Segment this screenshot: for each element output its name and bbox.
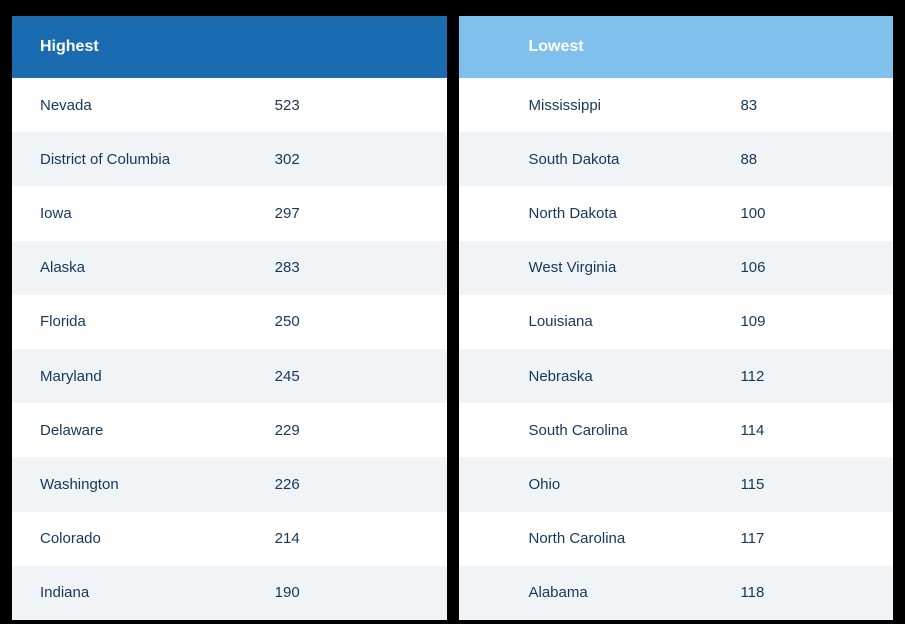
highest-rows: Nevada523District of Columbia302Iowa297A… bbox=[12, 78, 447, 620]
row-value: 118 bbox=[740, 584, 869, 601]
highest-table: Highest Nevada523District of Columbia302… bbox=[12, 16, 447, 620]
row-name: Colorado bbox=[40, 530, 275, 547]
table-row: Iowa297 bbox=[12, 186, 447, 240]
table-row: Mississippi83 bbox=[459, 78, 894, 132]
table-row: North Dakota100 bbox=[459, 186, 894, 240]
table-row: Nebraska112 bbox=[459, 349, 894, 403]
row-name: South Carolina bbox=[529, 422, 741, 439]
table-row: Colorado214 bbox=[12, 512, 447, 566]
table-row: West Virginia106 bbox=[459, 241, 894, 295]
row-name: Mississippi bbox=[529, 97, 741, 114]
row-value: 250 bbox=[275, 313, 419, 330]
row-value: 106 bbox=[740, 259, 869, 276]
table-row: Indiana190 bbox=[12, 566, 447, 620]
table-row: Delaware229 bbox=[12, 403, 447, 457]
row-name: Maryland bbox=[40, 368, 275, 385]
row-value: 83 bbox=[740, 97, 869, 114]
row-value: 523 bbox=[275, 97, 419, 114]
row-value: 115 bbox=[740, 476, 869, 493]
lowest-header-label: Lowest bbox=[529, 38, 584, 56]
table-row: North Carolina117 bbox=[459, 512, 894, 566]
row-name: Iowa bbox=[40, 205, 275, 222]
tables-container: Highest Nevada523District of Columbia302… bbox=[12, 16, 893, 620]
row-name: Delaware bbox=[40, 422, 275, 439]
row-name: Alabama bbox=[529, 584, 741, 601]
table-row: District of Columbia302 bbox=[12, 132, 447, 186]
row-name: District of Columbia bbox=[40, 151, 275, 168]
table-row: South Dakota88 bbox=[459, 132, 894, 186]
row-value: 297 bbox=[275, 205, 419, 222]
row-value: 109 bbox=[740, 313, 869, 330]
row-value: 114 bbox=[740, 422, 869, 439]
row-value: 190 bbox=[275, 584, 419, 601]
row-name: South Dakota bbox=[529, 151, 741, 168]
lowest-rows: Mississippi83South Dakota88North Dakota1… bbox=[459, 78, 894, 620]
row-value: 88 bbox=[740, 151, 869, 168]
row-name: Alaska bbox=[40, 259, 275, 276]
row-name: West Virginia bbox=[529, 259, 741, 276]
row-name: Indiana bbox=[40, 584, 275, 601]
lowest-table: Lowest Mississippi83South Dakota88North … bbox=[459, 16, 894, 620]
table-row: Florida250 bbox=[12, 295, 447, 349]
table-row: South Carolina114 bbox=[459, 403, 894, 457]
row-name: Florida bbox=[40, 313, 275, 330]
row-value: 245 bbox=[275, 368, 419, 385]
row-value: 226 bbox=[275, 476, 419, 493]
row-value: 229 bbox=[275, 422, 419, 439]
table-row: Louisiana109 bbox=[459, 295, 894, 349]
table-row: Washington226 bbox=[12, 457, 447, 511]
row-value: 117 bbox=[740, 530, 869, 547]
row-value: 283 bbox=[275, 259, 419, 276]
lowest-header: Lowest bbox=[459, 16, 894, 78]
row-value: 214 bbox=[275, 530, 419, 547]
row-name: Washington bbox=[40, 476, 275, 493]
table-row: Maryland245 bbox=[12, 349, 447, 403]
table-row: Alabama118 bbox=[459, 566, 894, 620]
table-row: Nevada523 bbox=[12, 78, 447, 132]
table-row: Alaska283 bbox=[12, 241, 447, 295]
row-name: Ohio bbox=[529, 476, 741, 493]
row-name: North Dakota bbox=[529, 205, 741, 222]
highest-header: Highest bbox=[12, 16, 447, 78]
row-name: Nebraska bbox=[529, 368, 741, 385]
row-name: North Carolina bbox=[529, 530, 741, 547]
row-name: Nevada bbox=[40, 97, 275, 114]
row-value: 100 bbox=[740, 205, 869, 222]
highest-header-label: Highest bbox=[40, 38, 99, 56]
row-value: 302 bbox=[275, 151, 419, 168]
row-name: Louisiana bbox=[529, 313, 741, 330]
table-row: Ohio115 bbox=[459, 457, 894, 511]
row-value: 112 bbox=[740, 368, 869, 385]
